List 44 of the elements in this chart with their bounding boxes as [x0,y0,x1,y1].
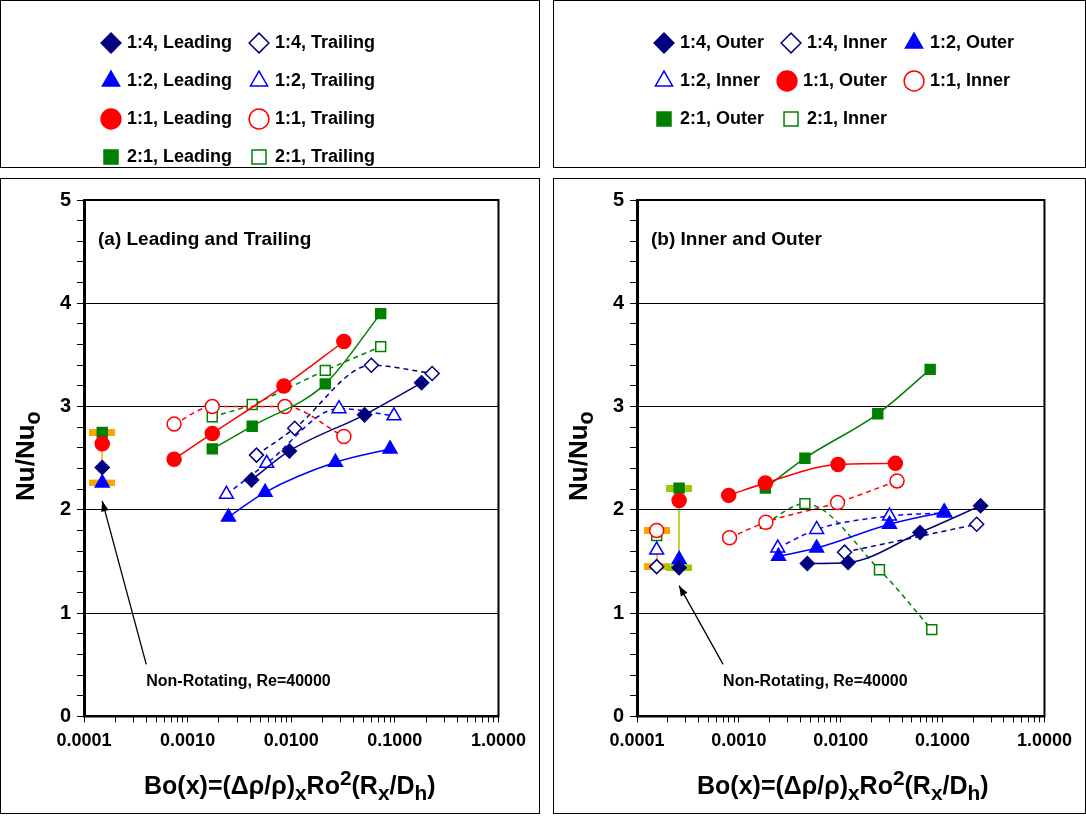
y-tick-label: 3 [59,394,71,417]
legend-label: 1:1, Trailing [275,107,376,128]
x-tick-label: 0.0001 [609,730,665,751]
x-tick-label: 1.0000 [1016,730,1072,751]
text: (b) Inner and Outer [651,228,823,249]
y-tick-label: 5 [612,187,624,210]
x-tick-label: 0.0001 [56,730,112,751]
x-tick-label: 0.0010 [711,730,767,751]
legend-label: 1:4, Leading [127,31,233,52]
legend-label: 2:1, Inner [807,107,888,128]
legend-label: 1:2, Inner [680,69,761,90]
legend-label: 1:1, Inner [930,69,1011,90]
y-tick-label: 4 [59,290,72,313]
y-tick-label: 0 [59,703,71,726]
legend-label: 1:4, Inner [807,31,888,52]
y-tick-label: 2 [59,497,71,520]
y-tick-label: 1 [612,600,624,623]
legend-label: 1:2, Outer [930,31,1015,52]
x-tick-label: 0.0010 [160,730,216,751]
annotation: Non-Rotating, Re=40000 [146,672,331,690]
y-tick-label: 1 [59,600,71,623]
x-tick-label: 0.1000 [915,730,971,751]
legend-label: 1:1, Outer [803,69,888,90]
y-tick-label: 3 [612,394,624,417]
legend-label: 1:4, Outer [680,31,765,52]
x-tick-label: 0.1000 [367,730,423,751]
legend-label: 1:1, Leading [127,107,233,128]
legend-label: 2:1, Leading [127,145,233,166]
text: Bo(x)=(Δρ/ρ)$_{x}$Ro$^{2}$(R$_{x}$/D$_{h}$) [697,766,989,805]
legend-label: 2:1, Outer [680,107,765,128]
legend-label: 1:4, Trailing [275,31,376,52]
text: Bo(x)=(Δρ/ρ)$_{x}$Ro$^{2}$(R$_{x}$/D$_{h}$) [144,766,436,805]
legend-label: 1:2, Leading [127,69,233,90]
x-tick-label: 0.0100 [263,730,319,751]
legend-label: 1:2, Trailing [275,69,376,90]
y-tick-label: 2 [612,497,624,520]
y-tick-label: 5 [59,187,71,210]
text: (a) Leading and Trailing [98,228,312,249]
annotation: Non-Rotating, Re=40000 [723,672,908,690]
x-tick-label: 0.0100 [813,730,869,751]
y-tick-label: 4 [612,290,625,313]
legend-label: 2:1, Trailing [275,145,376,166]
x-tick-label: 1.0000 [470,730,526,751]
y-tick-label: 0 [612,703,624,726]
